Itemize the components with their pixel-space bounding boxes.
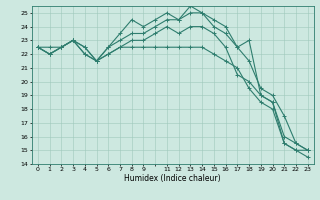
X-axis label: Humidex (Indice chaleur): Humidex (Indice chaleur) bbox=[124, 174, 221, 183]
